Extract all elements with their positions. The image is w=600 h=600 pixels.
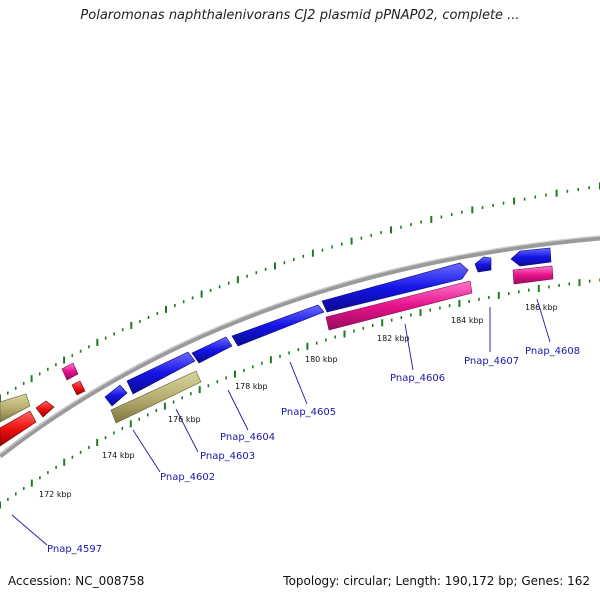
gene-label-pnap-4603[interactable]: Pnap_4603	[200, 451, 255, 462]
gene-pink-2[interactable]	[512, 265, 554, 285]
accession-text: Accession: NC_008758	[8, 574, 145, 588]
kbp-label-182: 182 kbp	[377, 334, 410, 343]
leader-line-4597	[11, 514, 48, 546]
leader-line-4608	[536, 298, 551, 343]
gene-label-pnap-4604[interactable]: Pnap_4604	[220, 432, 275, 443]
leader-line-4602	[132, 429, 161, 473]
kbp-label-180: 180 kbp	[305, 355, 338, 364]
gene-pink-3[interactable]	[61, 362, 79, 381]
kbp-label-172: 172 kbp	[39, 490, 72, 499]
kbp-label-186: 186 kbp	[525, 303, 558, 312]
topology-text: Topology: circular; Length: 190,172 bp; …	[283, 574, 590, 588]
gene-blue-3[interactable]	[191, 336, 233, 364]
outer-tick-ring	[0, 182, 600, 402]
plasmid-backbone-highlight	[0, 235, 600, 455]
gene-label-pnap-4608[interactable]: Pnap_4608	[525, 346, 580, 357]
gene-khaki-2[interactable]	[0, 393, 31, 423]
gene-blue-4[interactable]	[231, 304, 325, 347]
leader-line-4604	[227, 389, 249, 431]
gene-blue-7[interactable]	[510, 247, 552, 267]
gene-red-3[interactable]	[71, 380, 86, 396]
gene-label-pnap-4602[interactable]: Pnap_4602	[160, 472, 215, 483]
leader-line-4606	[404, 323, 414, 371]
gene-label-pnap-4606[interactable]: Pnap_4606	[390, 373, 445, 384]
gene-blue-2[interactable]	[126, 351, 196, 395]
gene-red-1[interactable]	[0, 410, 37, 447]
gene-blue-5[interactable]	[321, 262, 469, 313]
kbp-label-178: 178 kbp	[235, 382, 268, 391]
plasmid-backbone	[0, 235, 600, 458]
kbp-label-174: 174 kbp	[102, 451, 135, 460]
gene-label-pnap-4605[interactable]: Pnap_4605	[281, 407, 336, 418]
inner-tick-ring	[0, 278, 600, 509]
leader-line-4605	[289, 361, 308, 405]
gene-blue-6[interactable]	[474, 256, 492, 273]
map-title: Polaromonas naphthalenivorans CJ2 plasmi…	[80, 8, 520, 23]
gene-pink-1[interactable]	[325, 280, 473, 331]
gene-label-pnap-4597[interactable]: Pnap_4597	[47, 544, 102, 555]
gene-red-2[interactable]	[35, 400, 55, 418]
gene-label-pnap-4607[interactable]: Pnap_4607	[464, 356, 519, 367]
kbp-label-176: 176 kbp	[168, 415, 201, 424]
kbp-label-184: 184 kbp	[451, 316, 484, 325]
gene-khaki-1[interactable]	[110, 370, 202, 424]
leader-line-4603	[175, 408, 199, 453]
gene-blue-1[interactable]	[104, 384, 128, 407]
